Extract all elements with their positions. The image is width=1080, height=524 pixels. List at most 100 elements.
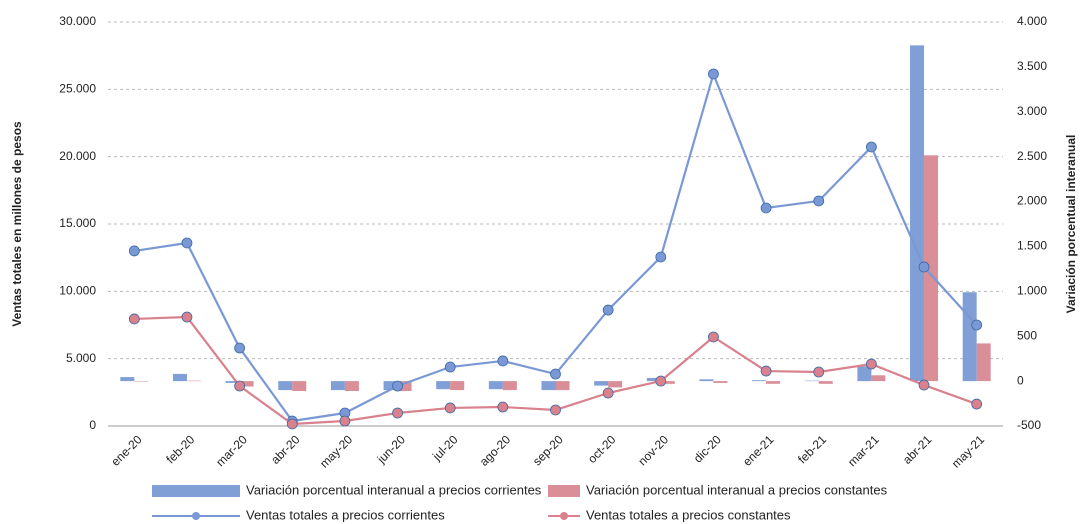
bar xyxy=(660,381,675,384)
bar xyxy=(594,381,609,386)
x-tick-label: mar-21 xyxy=(845,432,882,469)
y-tick-label: 25.000 xyxy=(59,82,96,96)
bar xyxy=(857,366,872,382)
line-marker xyxy=(392,380,403,392)
bar xyxy=(608,381,623,388)
bar xyxy=(330,381,345,391)
line-marker xyxy=(865,358,877,370)
line-marker xyxy=(234,380,246,392)
x-tick-label: may-20 xyxy=(317,432,355,470)
y2-tick-label: 1.500 xyxy=(1017,239,1047,253)
bar xyxy=(436,381,451,390)
bar xyxy=(541,381,556,391)
line-marker xyxy=(971,319,983,331)
x-tick-label: jul-20 xyxy=(429,432,461,464)
bar xyxy=(962,292,977,382)
bar xyxy=(818,381,833,384)
bar xyxy=(278,381,293,391)
bar xyxy=(172,373,187,382)
bar xyxy=(344,381,359,391)
legend-swatch xyxy=(548,485,580,497)
x-tick-label: jun-20 xyxy=(374,432,408,466)
y-tick-label: 15.000 xyxy=(59,216,96,230)
y2-tick-label: 1.000 xyxy=(1017,284,1047,298)
bar xyxy=(713,381,728,383)
bar xyxy=(488,381,503,390)
x-tick-label: ene-21 xyxy=(740,432,777,469)
bar xyxy=(752,380,767,382)
bar xyxy=(120,377,135,382)
bar xyxy=(646,377,661,382)
y2-tick-label: 3.000 xyxy=(1017,104,1047,118)
line-marker xyxy=(339,415,351,427)
legend-label: Variación porcentual interanual a precio… xyxy=(586,482,888,497)
x-tick-label: feb-21 xyxy=(795,432,829,466)
x-tick-label: dic-20 xyxy=(691,432,724,465)
line-marker xyxy=(444,361,456,373)
bar xyxy=(186,380,201,382)
bar xyxy=(804,380,819,382)
y2-tick-label: 4.000 xyxy=(1017,14,1047,28)
line-marker xyxy=(128,245,140,257)
line-marker xyxy=(708,331,719,343)
bar xyxy=(397,381,412,391)
x-tick-label: ago-20 xyxy=(477,432,514,469)
x-tick-label: may-21 xyxy=(949,432,987,470)
line-marker xyxy=(181,311,193,323)
line-marker xyxy=(865,141,877,153)
line-marker xyxy=(392,407,403,419)
bar xyxy=(383,381,398,391)
bar xyxy=(555,381,570,391)
line-marker xyxy=(602,387,614,399)
bar xyxy=(292,381,307,391)
legend-swatch xyxy=(152,485,240,497)
line-marker xyxy=(655,375,667,387)
y2-axis-title: Variación porcentual interanual xyxy=(1064,135,1078,314)
line-marker xyxy=(497,401,509,413)
y-tick-label: 30.000 xyxy=(59,14,96,28)
y-tick-label: 10.000 xyxy=(59,284,96,298)
x-tick-label: abr-20 xyxy=(268,432,303,467)
line-marker xyxy=(813,195,825,207)
line-marker xyxy=(286,418,298,430)
y2-tick-label: -500 xyxy=(1017,418,1041,432)
line-marker xyxy=(655,251,667,263)
line-marker xyxy=(602,304,614,316)
line-marker xyxy=(918,379,930,391)
legend-marker xyxy=(192,512,200,520)
line-marker xyxy=(550,368,561,380)
y-tick-label: 5.000 xyxy=(66,351,96,365)
x-tick-label: sep-20 xyxy=(530,432,566,468)
bar xyxy=(924,155,939,382)
y-tick-label: 0 xyxy=(89,418,96,432)
x-tick-label: mar-20 xyxy=(213,432,250,469)
line-marker xyxy=(550,404,561,416)
bar xyxy=(225,381,240,383)
x-tick-label: nov-20 xyxy=(635,432,671,468)
legend-marker xyxy=(560,512,568,520)
bar xyxy=(502,381,517,391)
bar xyxy=(976,343,991,382)
y-axis-title: Ventas totales en millones de pesos xyxy=(10,121,24,327)
y2-tick-label: 2.000 xyxy=(1017,194,1047,208)
line-marker xyxy=(813,366,825,378)
line-marker xyxy=(760,365,772,377)
x-tick-label: feb-20 xyxy=(163,432,197,466)
line-marker xyxy=(971,398,983,410)
legend-label: Variación porcentual interanual a precio… xyxy=(246,482,542,497)
line-marker xyxy=(234,342,246,354)
bar xyxy=(910,45,925,382)
y-tick-label: 20.000 xyxy=(59,149,96,163)
line-marker xyxy=(181,237,193,249)
legend-label: Ventas totales a precios constantes xyxy=(586,507,791,522)
line-marker xyxy=(444,402,456,414)
bar xyxy=(699,379,714,382)
bar xyxy=(134,381,149,382)
x-tick-label: ene-20 xyxy=(108,432,145,469)
y2-tick-label: 0 xyxy=(1017,373,1024,387)
bar xyxy=(450,381,465,391)
line-marker xyxy=(708,68,719,80)
y2-tick-label: 500 xyxy=(1017,328,1037,342)
line-marker xyxy=(760,202,772,214)
